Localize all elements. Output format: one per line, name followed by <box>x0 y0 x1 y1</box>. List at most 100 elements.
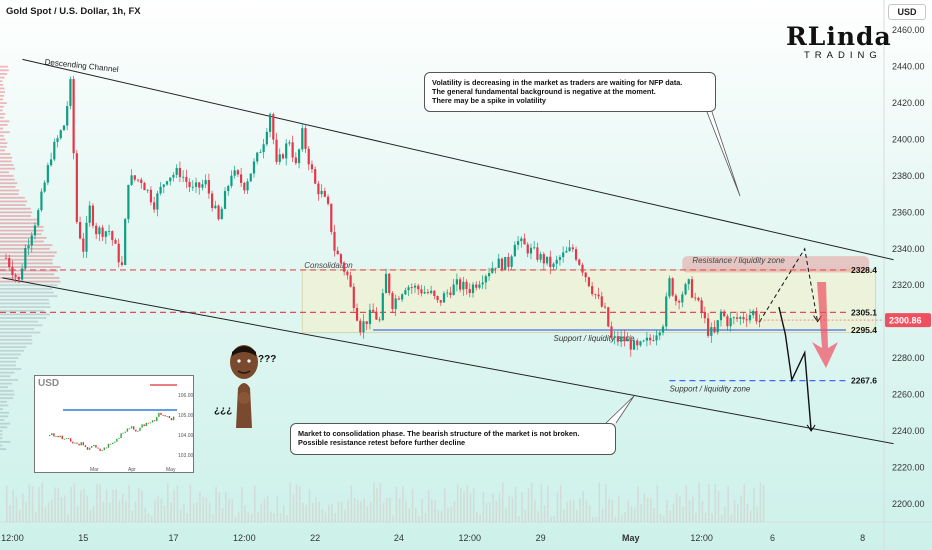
candle-body <box>375 312 377 320</box>
inset-candle <box>102 450 103 451</box>
volume-bar <box>666 500 668 522</box>
volume-profile-bar <box>0 397 13 399</box>
candle-body <box>749 315 751 320</box>
volume-bar <box>280 513 282 522</box>
candle-body <box>301 128 303 149</box>
volume-profile-bar <box>0 386 8 388</box>
candle-body <box>472 285 474 294</box>
candle-body <box>89 206 91 223</box>
candle-body <box>733 317 735 318</box>
volume-bar <box>103 502 105 522</box>
volume-bar <box>624 512 626 522</box>
candle-body <box>617 336 619 342</box>
candle-body <box>353 287 355 308</box>
candle-body <box>263 144 265 152</box>
inset-candle <box>127 429 128 432</box>
candle-body <box>720 312 722 321</box>
candle-body <box>626 340 628 342</box>
volume-profile-bar <box>0 306 50 308</box>
volume-profile-bar <box>0 299 49 301</box>
volume-bar <box>373 483 375 522</box>
volume-profile-bar <box>0 357 18 359</box>
volume-profile-bar <box>0 226 44 228</box>
inset-candle <box>162 415 163 416</box>
candle-body <box>256 153 258 162</box>
volume-profile-bar <box>0 390 14 392</box>
volume-bar <box>96 484 98 522</box>
candle-body <box>643 341 645 342</box>
volume-profile-bar <box>0 332 40 334</box>
volume-bar <box>434 500 436 522</box>
volume-profile-bar <box>0 186 15 188</box>
candle-body <box>37 210 39 225</box>
volume-profile-bar <box>0 277 60 279</box>
candle-body <box>401 294 403 299</box>
volume-bar <box>347 500 349 522</box>
volume-bar <box>338 501 340 522</box>
candle-body <box>424 292 426 293</box>
currency-button[interactable]: USD <box>888 4 926 20</box>
volume-bar <box>389 498 391 522</box>
candle-body <box>105 231 107 237</box>
candle-body <box>198 182 200 187</box>
candle-body <box>456 279 458 284</box>
volume-profile-bar <box>0 303 49 305</box>
x-tick-label: 17 <box>168 533 178 543</box>
candle-body <box>530 248 532 254</box>
inset-candle <box>141 424 142 427</box>
volume-bar <box>25 502 27 522</box>
x-tick-label: May <box>622 533 640 543</box>
candle-body <box>24 248 26 269</box>
candle-body <box>578 260 580 265</box>
volume-bar <box>383 503 385 522</box>
volume-bar <box>599 482 601 522</box>
candle-body <box>124 219 126 265</box>
volume-bar <box>228 498 230 522</box>
volume-bar <box>360 501 362 522</box>
candle-body <box>250 174 252 182</box>
volume-bar <box>64 495 66 522</box>
volume-profile-bar <box>0 415 8 417</box>
volume-bar <box>41 482 43 522</box>
candle-body <box>704 312 706 318</box>
volume-bar <box>170 502 172 522</box>
candle-body <box>482 282 484 284</box>
volume-bar <box>470 493 472 522</box>
volume-bar <box>483 492 485 522</box>
volume-bar <box>132 511 134 522</box>
x-tick-label: 24 <box>394 533 404 543</box>
candle-body <box>63 126 65 131</box>
volume-bar <box>647 498 649 522</box>
volume-profile-bar <box>0 441 10 443</box>
candle-body <box>73 79 75 153</box>
volume-bar <box>315 497 317 522</box>
volume-bar <box>563 510 565 522</box>
candle-body <box>214 206 216 208</box>
inset-candle <box>129 428 130 429</box>
volume-profile-bar <box>0 164 13 166</box>
candle-body <box>752 311 754 315</box>
volume-bar <box>544 505 546 522</box>
volume-profile-bar <box>0 157 12 159</box>
volume-bar <box>12 489 14 522</box>
volume-profile-bar <box>0 350 24 352</box>
volume-profile-bar <box>0 117 4 119</box>
candle-body <box>27 245 29 248</box>
volume-bar <box>518 516 520 522</box>
candle-body <box>569 247 571 251</box>
candle-body <box>697 298 699 300</box>
candle-body <box>246 181 248 190</box>
volume-profile-bar <box>0 317 46 319</box>
note-top-line: The general fundamental background is ne… <box>432 87 708 96</box>
candle-body <box>533 247 535 248</box>
volume-bar <box>724 506 726 522</box>
y-tick-label: 2400.00 <box>892 135 925 145</box>
candle-body <box>630 340 632 350</box>
volume-bar <box>219 492 221 522</box>
volume-bar <box>547 485 549 522</box>
candle-body <box>552 264 554 267</box>
candle-body <box>31 235 33 245</box>
volume-profile-bar <box>0 383 12 385</box>
volume-profile-bar <box>0 328 34 330</box>
candle-body <box>684 284 686 294</box>
